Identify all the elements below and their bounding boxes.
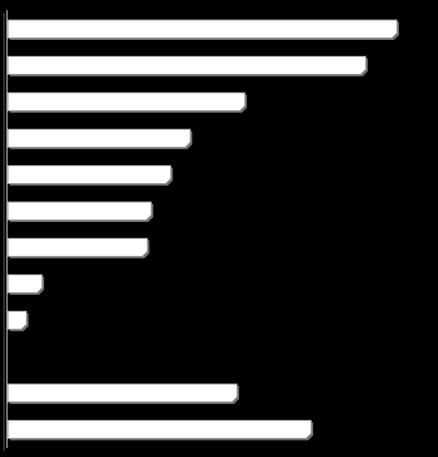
y-axis (3, 10, 8, 451)
bar-face (7, 310, 27, 330)
bar-group (7, 19, 399, 441)
bar-12 (7, 419, 314, 441)
bar-face (7, 165, 172, 185)
bar-face (7, 274, 43, 294)
bar-face (7, 201, 152, 221)
bar-11 (7, 383, 240, 404)
bar-face (7, 383, 238, 403)
bar-3 (7, 92, 247, 113)
bar-face (7, 128, 191, 148)
bar-5 (7, 165, 173, 186)
bar-face (7, 237, 148, 257)
bar-8 (7, 274, 45, 295)
bar-6 (7, 201, 154, 222)
bar-face (7, 19, 398, 39)
bar-face (7, 92, 246, 112)
bar-face (7, 55, 367, 75)
bar-2 (7, 55, 368, 77)
bar-1 (7, 19, 399, 40)
bar-7 (7, 237, 150, 259)
bar-4 (7, 128, 193, 150)
bar-face (7, 419, 312, 439)
bar-9 (7, 310, 29, 332)
